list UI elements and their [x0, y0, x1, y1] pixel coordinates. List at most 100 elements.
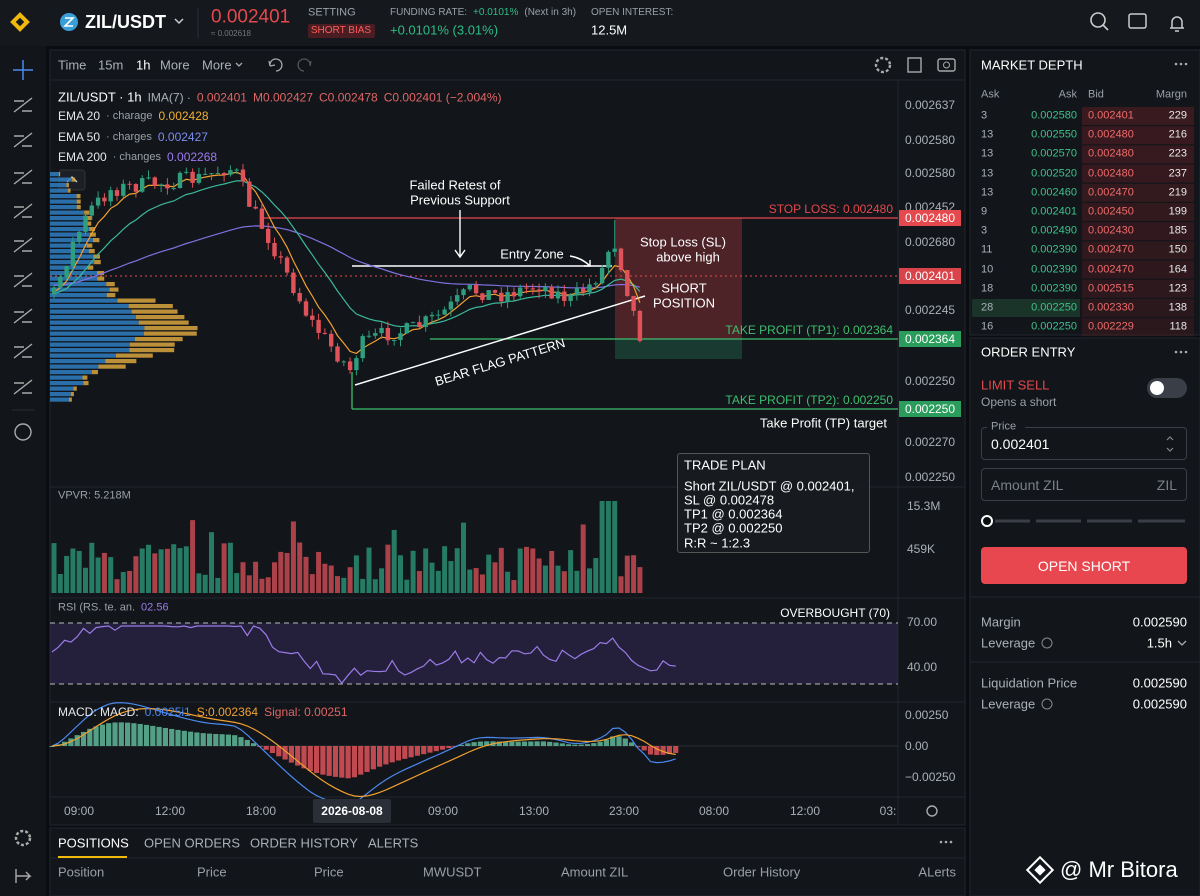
candle-body: [473, 284, 479, 294]
bottom-tab[interactable]: POSITIONS: [58, 835, 129, 851]
signal-line: [51, 707, 676, 798]
pair-selector[interactable]: ZIL/USDT: [85, 12, 166, 32]
volume-bar: [549, 550, 555, 593]
volume-profile-bar: [50, 320, 139, 325]
bottom-tab[interactable]: ORDER HISTORY: [250, 835, 358, 851]
macd-histogram: [610, 736, 616, 746]
macd-histogram: [106, 723, 112, 746]
macd-histogram: [597, 741, 603, 746]
candle-body: [108, 190, 113, 202]
candle-body: [89, 205, 94, 216]
volume-bar: [561, 571, 567, 593]
menu-dot: [1174, 350, 1178, 354]
depth-margin: 150: [1168, 243, 1187, 256]
volume-profile-bar: [89, 232, 96, 237]
macd-histogram: [427, 746, 433, 753]
legend-row: ZIL/USDT · 1h IMA(7) · 0.002401 M0.002427 C0…: [58, 91, 501, 104]
volume-profile-bar: [87, 265, 94, 270]
volume-profile-bar: [50, 381, 84, 386]
macd-histogram: [307, 746, 313, 772]
volume-profile-bar: [84, 210, 90, 215]
candle-body: [310, 315, 315, 320]
macd-histogram: [402, 746, 408, 759]
volume-profile-bar: [50, 293, 107, 298]
volume-profile-bar: [76, 199, 81, 204]
macd-histogram: [666, 746, 672, 755]
price-input[interactable]: [981, 427, 1187, 460]
depth-bid: 0.002229: [1088, 320, 1134, 333]
funding-label: FUNDING RATE:: [390, 7, 468, 18]
volume-bar: [158, 549, 164, 593]
bottom-tab[interactable]: ALERTS: [368, 835, 419, 851]
candle-body: [625, 270, 630, 296]
price-label: Price: [991, 420, 1017, 433]
order-type[interactable]: LIMIT SELL: [981, 377, 1050, 393]
macd-histogram: [301, 746, 307, 769]
tool-icon: [13, 272, 33, 288]
depth-margin: 223: [1168, 147, 1187, 160]
candle-body: [492, 290, 498, 293]
candle-body: [70, 241, 76, 266]
rsi-band: [50, 623, 898, 684]
macd-axis-label: 0.00: [905, 739, 929, 753]
volume-bar: [290, 521, 296, 593]
volume-bar: [580, 524, 586, 593]
depth-shade: [1082, 145, 1194, 164]
candle-body: [373, 333, 378, 336]
volume-bar: [505, 571, 511, 593]
timeframe-button[interactable]: 15m: [98, 57, 124, 73]
candle-body: [341, 361, 346, 363]
candle-body: [284, 257, 290, 273]
depth-cell: 3: [981, 224, 988, 237]
candle-body: [618, 248, 624, 271]
macd-histogram: [238, 737, 244, 746]
level-label: TAKE PROFIT (TP1): 0.002364: [725, 323, 893, 337]
macd-histogram: [213, 733, 219, 746]
bottom-tab[interactable]: OPEN ORDERS: [144, 835, 241, 851]
volume-profile-bar: [70, 392, 74, 397]
macd-histogram: [433, 746, 439, 752]
macd-histogram: [421, 746, 427, 755]
price-axis-label: 0.002245: [905, 303, 956, 317]
candle-body: [455, 295, 460, 302]
settings-icon: [874, 56, 892, 74]
amount-input[interactable]: [981, 468, 1187, 501]
amount-placeholder: Amount ZIL: [991, 477, 1064, 493]
timeframe-button[interactable]: Time: [58, 57, 87, 73]
volume-bar: [542, 565, 548, 593]
macd-histogram: [528, 741, 534, 746]
open-short-label[interactable]: OPEN SHORT: [1037, 558, 1131, 574]
volume-profile-bar: [83, 381, 89, 386]
volume-bar: [366, 547, 372, 593]
volume-profile-bar: [50, 172, 59, 177]
volume-bar: [568, 550, 574, 593]
candle-body: [442, 309, 447, 315]
depth-ask: 0.002460: [1031, 186, 1077, 199]
candle-body: [631, 295, 636, 311]
watermark-logo: [1025, 855, 1055, 885]
trade-plan-line: SL @ 0.002478: [684, 492, 775, 508]
index-price: ≈ 0.002618: [211, 29, 251, 38]
candle-body: [555, 291, 561, 299]
depth-bid: 0.002470: [1088, 263, 1134, 276]
macd-histogram: [559, 743, 565, 746]
volume-profile-bar: [86, 243, 93, 248]
macd-histogram: [572, 744, 578, 746]
candle-body: [297, 292, 302, 302]
timeframe-button[interactable]: More: [202, 57, 232, 73]
timeframe-button[interactable]: More: [160, 57, 190, 73]
ema-value: 0.002427: [157, 130, 208, 144]
open-short-button[interactable]: [981, 547, 1187, 584]
volume-profile-bar: [50, 183, 67, 188]
volume-profile-bar: [134, 337, 183, 342]
timeframe-button[interactable]: 1h: [136, 57, 151, 73]
depth-cell: 9: [981, 205, 988, 218]
candle-body: [253, 206, 258, 209]
candle-body: [606, 251, 611, 268]
candle-body: [184, 171, 189, 173]
volume-profile-bar: [50, 282, 107, 287]
macd-label: MACD: MACD:: [58, 705, 139, 719]
volume-bar: [328, 565, 334, 593]
oi-value: 12.5M: [591, 22, 628, 38]
trade-plan-box: [677, 453, 870, 553]
